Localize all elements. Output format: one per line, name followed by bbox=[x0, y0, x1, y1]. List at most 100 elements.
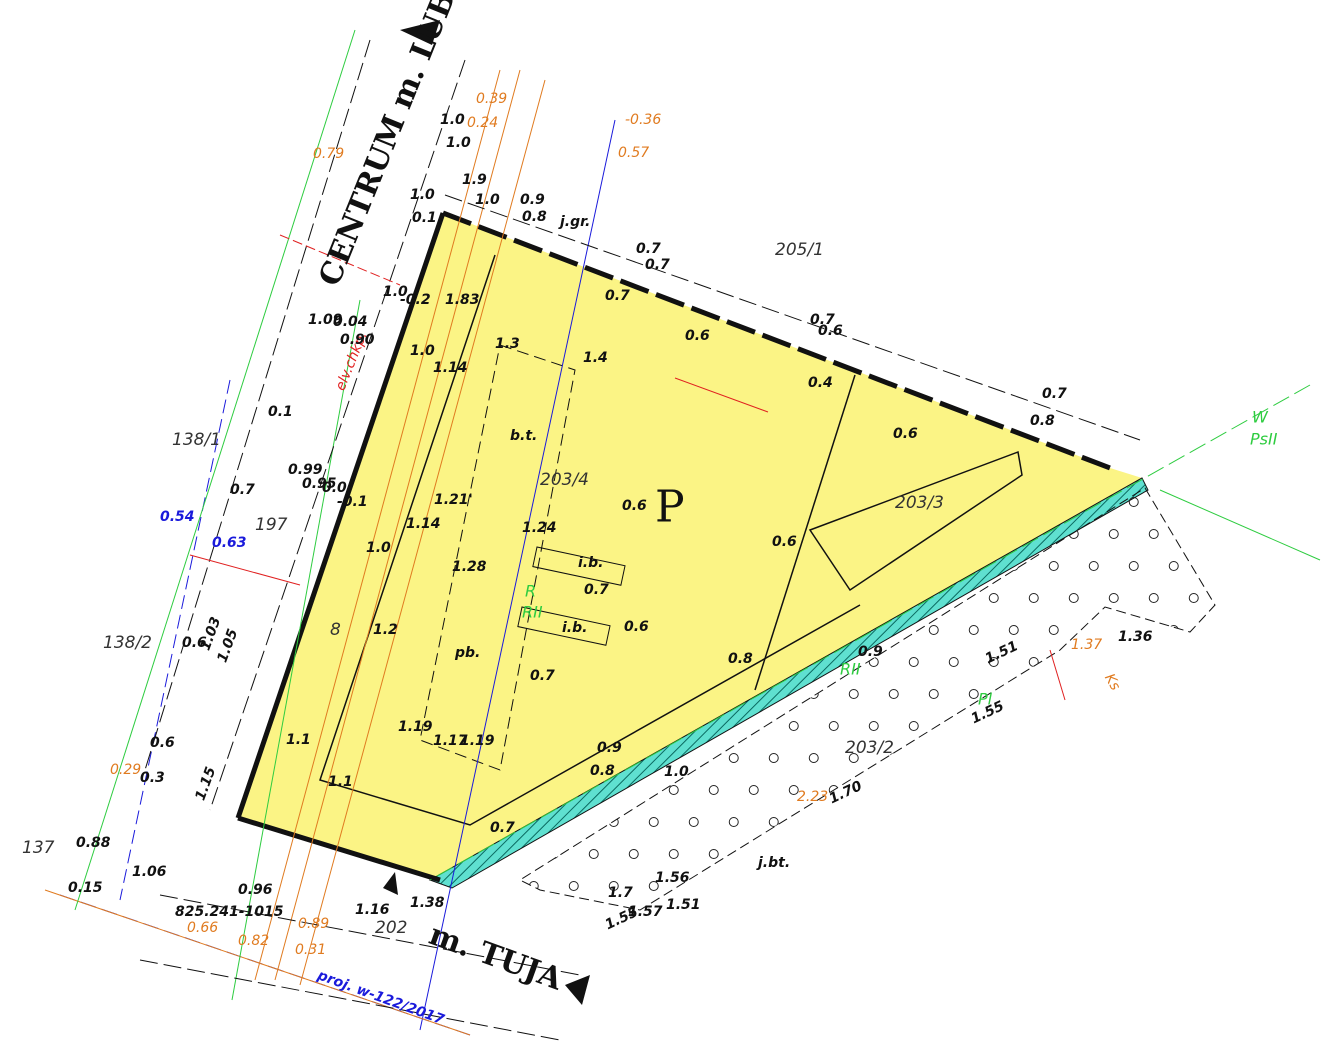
map-label: 1.19 bbox=[460, 733, 495, 749]
dot bbox=[728, 753, 739, 763]
map-label: 0.9 bbox=[520, 192, 545, 208]
map-label: 0.6 bbox=[818, 323, 843, 339]
dot bbox=[968, 689, 979, 699]
dot bbox=[828, 849, 839, 859]
map-label: 1.15 bbox=[192, 765, 219, 803]
map-label: 0.31 bbox=[295, 942, 326, 958]
orange-lines bbox=[44, 69, 546, 1036]
map-label: Pl bbox=[978, 690, 993, 709]
dot bbox=[968, 625, 979, 635]
dot bbox=[1188, 529, 1199, 539]
dot bbox=[1229, 914, 1238, 923]
dot bbox=[1128, 817, 1139, 827]
map-label: 0.82 bbox=[238, 933, 269, 949]
dot bbox=[968, 753, 979, 763]
dot bbox=[888, 689, 899, 699]
dot bbox=[829, 914, 838, 923]
dot bbox=[748, 721, 759, 731]
dot bbox=[708, 785, 719, 795]
map-label: 0.8 bbox=[522, 209, 547, 225]
boundary bbox=[235, 212, 446, 819]
map-label: 1.06 bbox=[132, 864, 167, 880]
dot bbox=[568, 881, 579, 891]
dot bbox=[1128, 753, 1139, 763]
dot bbox=[1088, 881, 1099, 891]
dot bbox=[1068, 849, 1079, 859]
map-label: 0.7 bbox=[230, 482, 255, 498]
arrow bbox=[1049, 649, 1066, 701]
dot bbox=[1029, 914, 1038, 923]
map-label: 0.4 bbox=[808, 375, 833, 391]
map-label: 1.3 bbox=[495, 336, 520, 352]
dot bbox=[928, 625, 939, 635]
dotted-area bbox=[518, 487, 1216, 911]
dot bbox=[1028, 785, 1039, 795]
dot bbox=[1108, 657, 1119, 667]
dot bbox=[509, 914, 518, 923]
dot bbox=[1108, 593, 1119, 603]
dot bbox=[828, 721, 839, 731]
dot bbox=[788, 849, 799, 859]
map-label: 203/3 bbox=[895, 493, 944, 513]
dot bbox=[788, 785, 799, 795]
map-label: 0.6 bbox=[772, 534, 797, 550]
dot bbox=[808, 817, 819, 827]
map-label: i.b. bbox=[578, 555, 603, 571]
north-arrow bbox=[400, 20, 440, 45]
dot bbox=[1168, 561, 1179, 571]
map-label: 1.56 bbox=[655, 870, 690, 886]
dot bbox=[1148, 593, 1159, 603]
dot bbox=[1048, 561, 1059, 571]
dot bbox=[988, 657, 999, 667]
map-label: 0.88 bbox=[76, 835, 111, 851]
dot bbox=[1068, 785, 1079, 795]
dot bbox=[848, 817, 859, 827]
map-label: 1.1 bbox=[286, 732, 311, 748]
map-label: 0.7 bbox=[584, 582, 609, 598]
dot bbox=[868, 721, 879, 731]
dot bbox=[1229, 786, 1238, 795]
dot bbox=[868, 785, 879, 795]
map-label: 0.90 bbox=[340, 332, 375, 348]
dot bbox=[1028, 657, 1039, 667]
map-label: 1.09 bbox=[308, 312, 343, 328]
map-label: 0.95 bbox=[302, 476, 337, 492]
dot bbox=[888, 817, 899, 827]
dot bbox=[968, 881, 979, 891]
dot bbox=[668, 849, 679, 859]
dot bbox=[749, 914, 758, 923]
map-label: 1.36 bbox=[1118, 629, 1153, 645]
map-label: -0.36 bbox=[625, 112, 661, 128]
dot bbox=[1249, 818, 1258, 827]
dot bbox=[1028, 849, 1039, 859]
dot bbox=[1108, 529, 1119, 539]
map-label: 203/2 bbox=[845, 738, 894, 758]
dot bbox=[1208, 625, 1215, 635]
dot bbox=[768, 881, 779, 891]
map-label: 202 bbox=[375, 918, 407, 938]
dot bbox=[948, 785, 959, 795]
map-label: RII bbox=[522, 603, 543, 622]
map-label: m. TUJA bbox=[425, 917, 568, 998]
dot bbox=[989, 914, 998, 923]
dot bbox=[688, 881, 699, 891]
dot bbox=[588, 849, 599, 859]
dot bbox=[748, 785, 759, 795]
dot bbox=[949, 914, 958, 923]
dot bbox=[1008, 625, 1019, 635]
dot bbox=[1188, 849, 1199, 859]
dot bbox=[1189, 914, 1198, 923]
map-label: 1.0 bbox=[410, 187, 435, 203]
map-label: 1.14 bbox=[406, 516, 441, 532]
map-label: j.bt. bbox=[756, 855, 790, 871]
map-label: 1.2 bbox=[373, 622, 398, 638]
dot bbox=[688, 753, 699, 763]
dot bbox=[1108, 785, 1119, 795]
dot bbox=[1008, 817, 1019, 827]
map-label: 0.6 bbox=[685, 328, 710, 344]
map-label: 1.14 bbox=[433, 360, 468, 376]
dashed-outline bbox=[419, 344, 576, 771]
dot bbox=[869, 914, 878, 923]
dot bbox=[608, 881, 619, 891]
map-label: 1.38 bbox=[410, 895, 445, 911]
